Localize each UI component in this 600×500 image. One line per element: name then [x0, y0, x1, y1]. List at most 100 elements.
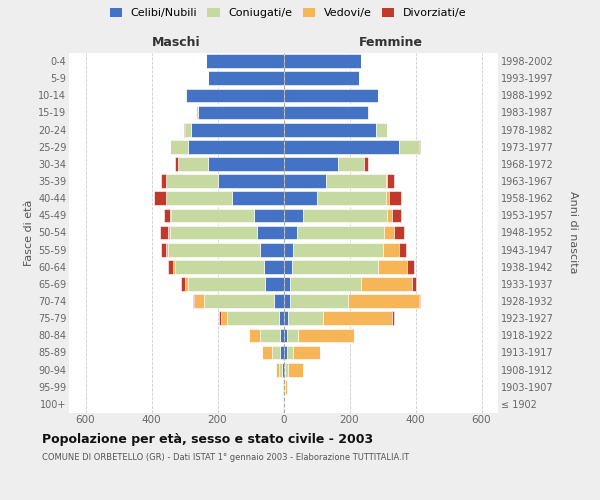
Bar: [170, 140, 188, 153]
Bar: [168, 226, 170, 239]
Bar: [304, 208, 388, 222]
Bar: [412, 277, 416, 291]
Bar: [287, 346, 293, 360]
Bar: [168, 260, 173, 274]
Bar: [283, 380, 284, 394]
Bar: [161, 243, 166, 256]
Bar: [284, 140, 399, 153]
Bar: [289, 312, 323, 325]
Bar: [281, 380, 282, 394]
Bar: [298, 328, 355, 342]
Bar: [388, 174, 394, 188]
Bar: [293, 243, 383, 256]
Bar: [274, 294, 284, 308]
Bar: [377, 260, 407, 274]
Bar: [419, 140, 420, 153]
Bar: [399, 243, 406, 256]
Bar: [284, 157, 338, 171]
Bar: [166, 192, 232, 205]
Bar: [282, 380, 283, 394]
Bar: [292, 260, 377, 274]
Bar: [284, 328, 287, 342]
Bar: [254, 208, 284, 222]
Bar: [284, 363, 285, 376]
Bar: [184, 123, 185, 136]
Bar: [287, 328, 298, 342]
Bar: [170, 208, 172, 222]
Bar: [178, 157, 208, 171]
Bar: [284, 226, 296, 239]
Bar: [232, 192, 284, 205]
Bar: [296, 226, 384, 239]
Bar: [284, 277, 290, 291]
Bar: [154, 192, 166, 205]
Bar: [185, 88, 186, 102]
Bar: [284, 380, 285, 394]
Bar: [188, 277, 265, 291]
Bar: [196, 106, 198, 120]
Bar: [348, 294, 419, 308]
Bar: [175, 260, 264, 274]
Bar: [173, 260, 175, 274]
Bar: [185, 123, 191, 136]
Bar: [260, 243, 284, 256]
Bar: [383, 243, 399, 256]
Text: COMUNE DI ORBETELLO (GR) - Dati ISTAT 1° gennaio 2003 - Elaborazione TUTTITALIA.: COMUNE DI ORBETELLO (GR) - Dati ISTAT 1°…: [42, 454, 409, 462]
Bar: [264, 260, 284, 274]
Bar: [280, 328, 284, 342]
Bar: [284, 208, 304, 222]
Y-axis label: Fasce di età: Fasce di età: [23, 200, 34, 266]
Bar: [392, 312, 394, 325]
Bar: [338, 157, 364, 171]
Bar: [265, 277, 284, 291]
Bar: [288, 363, 302, 376]
Bar: [280, 346, 284, 360]
Bar: [194, 294, 204, 308]
Bar: [284, 72, 359, 85]
Bar: [389, 192, 401, 205]
Bar: [326, 174, 386, 188]
Bar: [221, 312, 227, 325]
Bar: [166, 243, 168, 256]
Bar: [260, 328, 280, 342]
Bar: [272, 346, 280, 360]
Bar: [284, 294, 290, 308]
Bar: [249, 328, 260, 342]
Bar: [168, 243, 260, 256]
Bar: [284, 54, 361, 68]
Bar: [185, 277, 188, 291]
Bar: [290, 294, 348, 308]
Bar: [257, 226, 284, 239]
Bar: [279, 363, 282, 376]
Bar: [368, 106, 370, 120]
Bar: [186, 88, 284, 102]
Bar: [386, 174, 388, 188]
Bar: [204, 294, 274, 308]
Bar: [284, 312, 289, 325]
Bar: [377, 88, 378, 102]
Bar: [206, 54, 284, 68]
Bar: [276, 363, 279, 376]
Bar: [399, 140, 419, 153]
Bar: [191, 123, 284, 136]
Bar: [293, 346, 320, 360]
Bar: [284, 260, 292, 274]
Bar: [284, 106, 368, 120]
Bar: [284, 346, 287, 360]
Bar: [278, 312, 284, 325]
Bar: [284, 123, 376, 136]
Bar: [227, 312, 278, 325]
Bar: [175, 157, 178, 171]
Bar: [193, 294, 194, 308]
Bar: [283, 397, 284, 411]
Bar: [164, 208, 170, 222]
Text: Popolazione per età, sesso e stato civile - 2003: Popolazione per età, sesso e stato civil…: [42, 432, 373, 446]
Bar: [317, 192, 386, 205]
Bar: [285, 380, 287, 394]
Bar: [394, 226, 404, 239]
Bar: [386, 192, 389, 205]
Bar: [161, 174, 166, 188]
Bar: [282, 363, 284, 376]
Bar: [208, 72, 284, 85]
Bar: [376, 123, 388, 136]
